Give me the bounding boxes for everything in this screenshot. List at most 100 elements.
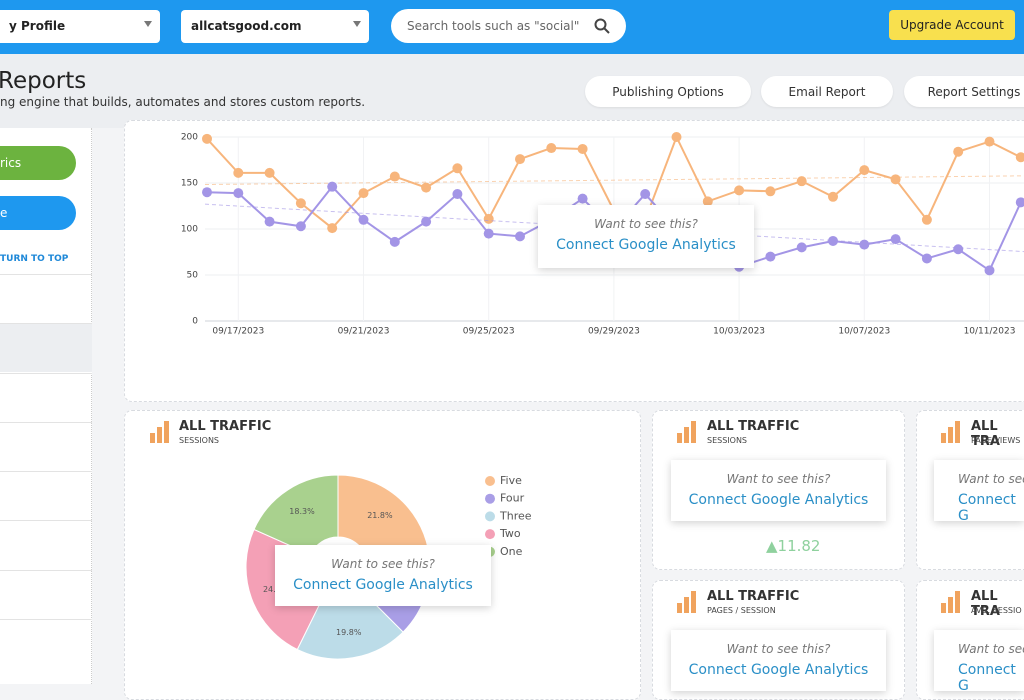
email-button[interactable]: Email Report [761, 76, 893, 107]
overlay-link[interactable]: Connect G [958, 492, 1016, 524]
overlay-link[interactable]: Connect Google Analytics [688, 662, 869, 678]
icon [149, 421, 171, 447]
point [389, 236, 400, 247]
y-tick-label: 50 [187, 271, 199, 281]
point [452, 189, 463, 200]
overlay-link[interactable]: Connect G [958, 662, 1016, 694]
point [421, 216, 432, 227]
trend-line [204, 203, 1024, 253]
point [264, 167, 275, 178]
legend-swatch [485, 493, 495, 504]
point [515, 154, 525, 165]
point [953, 244, 964, 255]
tile-subtitle: AVG. SESSIO [971, 606, 1022, 615]
tile-subtitle: PAGES / SESSION [707, 606, 776, 615]
overlay: Want to see this? Connect Google Analytic… [275, 545, 491, 606]
x-tick-label: 10/07/2023 [838, 327, 890, 337]
y-tick-label: 0 [192, 317, 198, 327]
legend-label: Five [500, 474, 522, 487]
point [796, 176, 807, 187]
overlay-prompt: Want to see this? [958, 472, 1024, 486]
point [796, 242, 807, 253]
point [264, 216, 275, 227]
point [483, 213, 494, 224]
point [327, 223, 338, 234]
tile-change: ▲11.82 [766, 537, 821, 555]
slice-label: 21.8% [367, 511, 393, 520]
tile-title: ALL TRAFFIC [179, 419, 272, 434]
tile-title: ALL TRA [971, 589, 1000, 619]
point [421, 182, 432, 193]
point [358, 214, 369, 225]
point [233, 167, 244, 178]
search-box[interactable]: Search tools such as "social" [391, 9, 626, 43]
tile-title: ALL TRA [971, 419, 1000, 449]
site-text: allcatsgood.com [191, 19, 302, 33]
x-tick-label: 09/25/2023 [463, 327, 515, 337]
tile-subtitle: SESSIONS [179, 436, 220, 445]
site-select[interactable]: allcatsgood.com [181, 10, 369, 43]
sidebar-row [0, 274, 92, 323]
overlay: Want to see this? Connect Google Analytic… [671, 630, 886, 691]
tile-subtitle: PAGE VIEWS [971, 436, 1021, 445]
point [734, 185, 745, 196]
point [671, 132, 682, 142]
icon [676, 421, 698, 447]
legend-label: Three [499, 509, 532, 522]
sidebar-row [0, 570, 92, 619]
point [358, 188, 369, 199]
point [859, 165, 870, 176]
tile-title: ALL TRAFFIC [707, 589, 800, 604]
point [953, 146, 964, 157]
legend-swatch [485, 529, 495, 540]
search-placeholder: Search tools such as "social" [407, 19, 580, 33]
overlay: Want to see this? Connect Google Analytic… [671, 460, 886, 521]
profile-select[interactable]: y Profile [0, 10, 160, 43]
upgrade-button[interactable]: Upgrade Account [889, 10, 1015, 40]
icon [676, 591, 698, 617]
y-tick-label: 100 [181, 225, 198, 235]
point [389, 171, 400, 182]
page-subtitle: ng engine that builds, automates and sto… [0, 95, 366, 109]
y-tick-label: 150 [181, 179, 198, 189]
point [984, 265, 995, 276]
point [828, 235, 838, 246]
overlay-link[interactable]: Connect Google Analytics [293, 577, 473, 593]
point [984, 136, 995, 147]
point [702, 196, 713, 207]
sidebar-row [0, 323, 92, 372]
sidebar-button[interactable]: e [0, 196, 76, 230]
point [1015, 197, 1024, 208]
point [577, 143, 588, 154]
y-tick-label: 200 [181, 133, 198, 143]
overlay-prompt: Want to see this? [958, 642, 1024, 656]
overlay: Want to see this? Connect G [934, 630, 1024, 694]
sidebar-button[interactable]: rics [0, 146, 76, 180]
point [327, 181, 338, 192]
x-tick-label: 10/11/2023 [964, 327, 1016, 337]
point [921, 214, 932, 225]
settings-button[interactable]: Report Settings [904, 76, 1024, 107]
sidebar-row [0, 422, 92, 471]
x-tick-label: 09/17/2023 [212, 327, 264, 337]
sidebar-row [0, 471, 92, 520]
point [890, 174, 901, 185]
sidebar-row [0, 619, 92, 668]
overlay-link[interactable]: Connect Google Analytics [556, 237, 736, 253]
legend-swatch [485, 511, 495, 522]
overlay-link[interactable]: Connect Google Analytics [688, 492, 869, 508]
x-tick-label: 09/21/2023 [338, 327, 390, 337]
overlay-prompt: Want to see this? [331, 557, 435, 571]
legend-label: Two [499, 527, 521, 540]
return-link[interactable]: TURN TO TOP [0, 254, 69, 264]
sidebar-row [0, 520, 92, 569]
publishing-button[interactable]: Publishing Options [585, 76, 751, 107]
point [1015, 152, 1024, 163]
legend-label: One [500, 545, 523, 558]
point [515, 231, 525, 242]
legend-label: Four [500, 492, 525, 505]
charts: 0 50 100 150 200 09/17/2023 09/21/2023 09/25/20… [181, 132, 1024, 660]
point [859, 239, 870, 250]
point [577, 193, 588, 204]
